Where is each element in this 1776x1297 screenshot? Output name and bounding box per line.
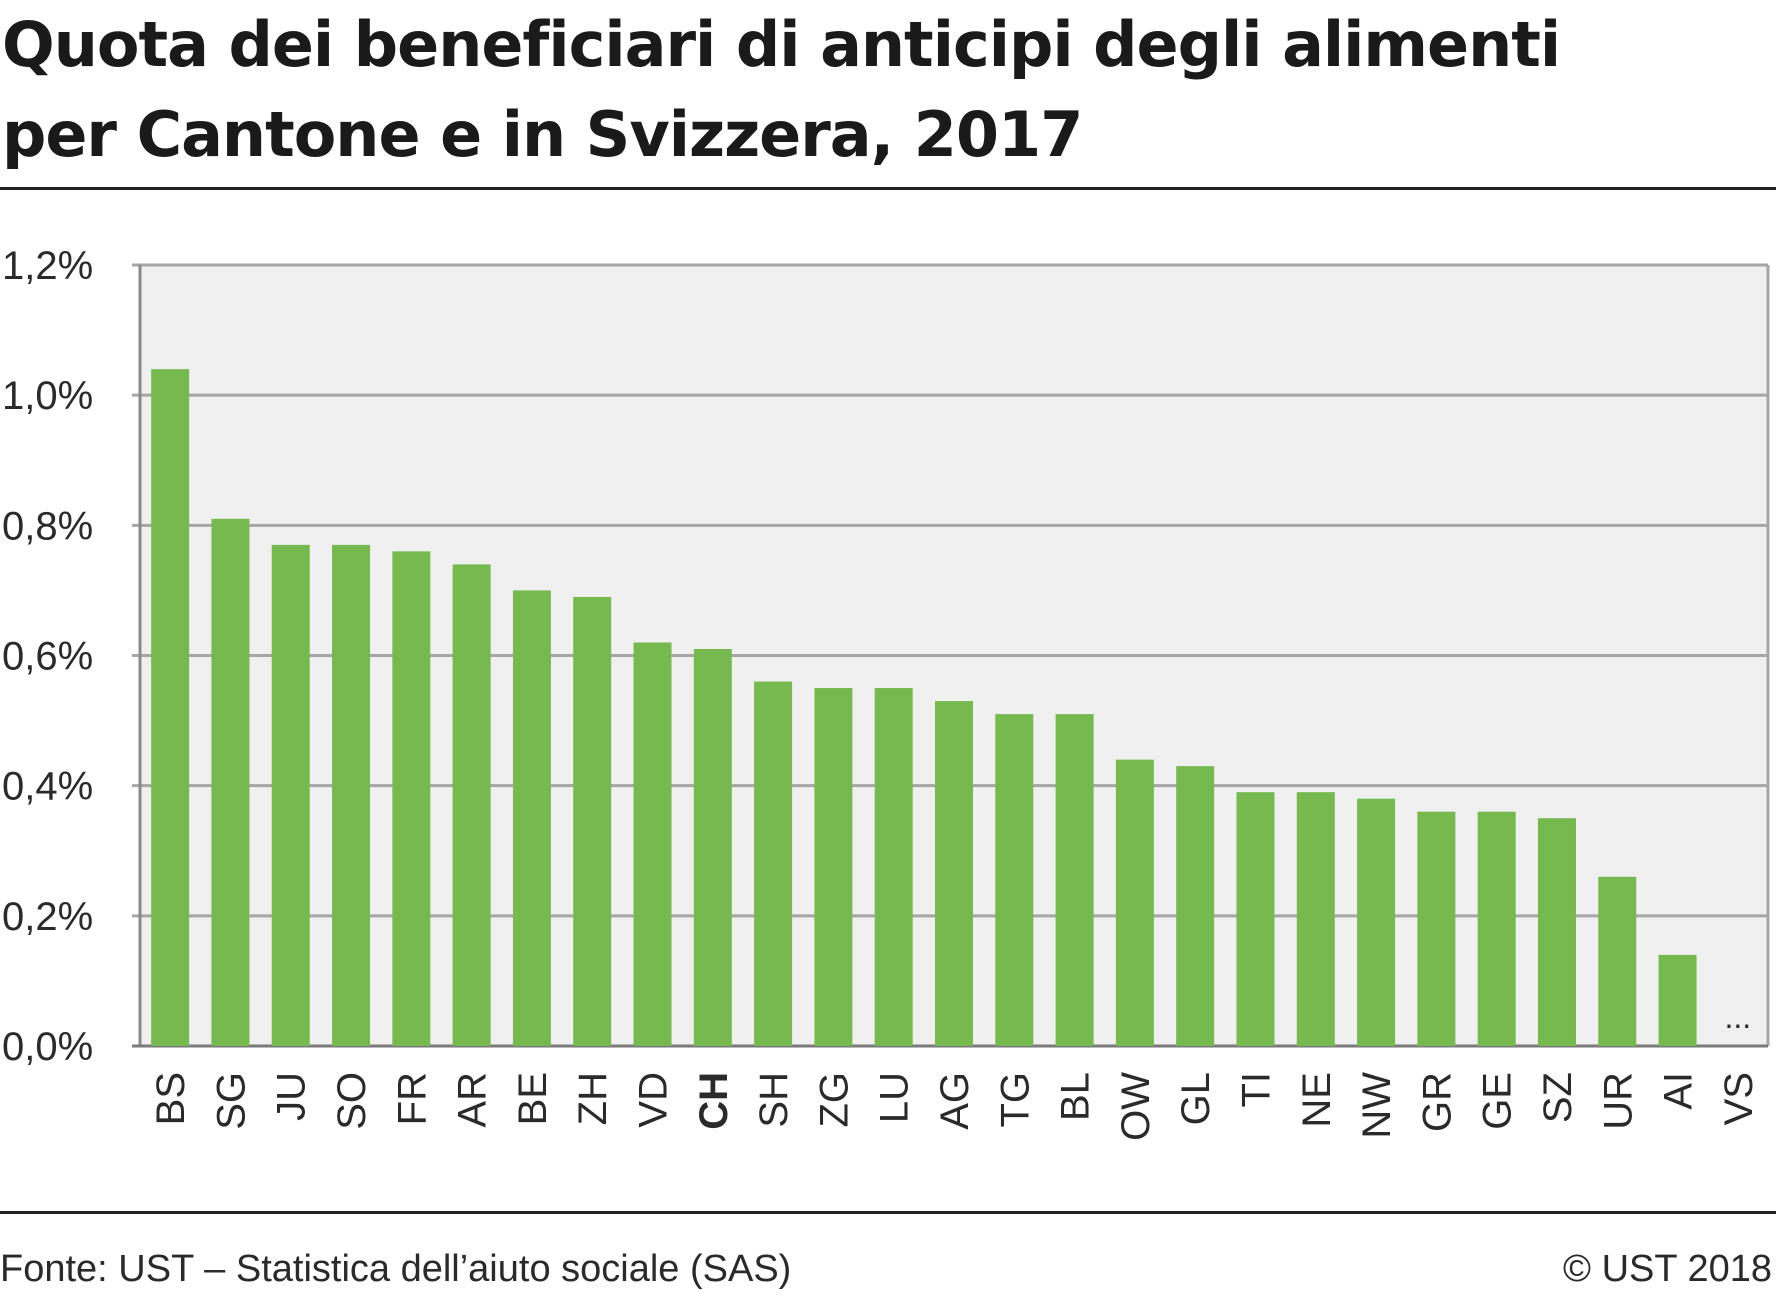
source-note: Fonte: UST – Statistica dell’aiuto socia… <box>0 1248 792 1290</box>
bar-bs <box>151 369 190 1047</box>
x-tick-label: AR <box>451 1072 495 1128</box>
bar-ag <box>935 701 973 1046</box>
x-tick-label: SH <box>752 1072 796 1128</box>
bar-vd <box>633 642 672 1046</box>
bar-ge <box>1477 811 1516 1046</box>
bar-sz <box>1537 818 1576 1046</box>
x-tick-label: LU <box>873 1072 917 1123</box>
y-tick-label: 0,4% <box>2 765 93 809</box>
bar-lu <box>874 688 913 1046</box>
y-tick-label: 1,0% <box>2 374 93 418</box>
bar-gl <box>1176 766 1215 1046</box>
x-tick-label: AG <box>933 1072 977 1130</box>
title-line-2: per Cantone e in Svizzera, 2017 <box>2 98 1083 171</box>
bar-ur <box>1598 876 1637 1046</box>
bar-zg <box>814 688 853 1046</box>
bar-fr <box>392 551 431 1046</box>
bar-ar <box>452 564 491 1046</box>
top-rule <box>0 187 1776 190</box>
x-tick-label: CH <box>692 1072 736 1130</box>
x-tick-label: SZ <box>1536 1072 1580 1123</box>
bar-ai <box>1658 954 1697 1046</box>
x-tick-label: SG <box>209 1072 253 1130</box>
y-tick-label: 0,0% <box>2 1025 93 1069</box>
x-tick-label: JU <box>270 1072 314 1121</box>
bar-ti <box>1236 792 1275 1046</box>
bar-nw <box>1357 798 1396 1046</box>
bottom-rule <box>0 1211 1776 1214</box>
bar-ne <box>1296 792 1335 1046</box>
x-tick-label: SO <box>330 1072 374 1130</box>
y-tick-label: 0,6% <box>2 635 93 679</box>
x-tick-label: BS <box>149 1072 193 1125</box>
bar-so <box>332 544 371 1046</box>
bar-bl <box>1055 714 1094 1046</box>
bar-zh <box>573 596 612 1046</box>
bar-ow <box>1115 759 1154 1046</box>
x-tick-label: TG <box>993 1072 1037 1128</box>
y-tick-label: 1,2% <box>2 244 93 288</box>
x-tick-label: GE <box>1476 1072 1520 1130</box>
x-tick-label: VS <box>1717 1072 1761 1125</box>
x-tick-label: AI <box>1657 1072 1701 1110</box>
x-tick-label: FR <box>390 1072 434 1125</box>
x-tick-label: TI <box>1234 1072 1278 1108</box>
x-tick-label: BL <box>1054 1072 1098 1121</box>
chart-title: Quota dei beneficiari di anticipi degli … <box>2 0 1702 180</box>
bar-tg <box>995 714 1034 1046</box>
bar-sg <box>211 518 250 1046</box>
title-line-1: Quota dei beneficiari di anticipi degli … <box>2 8 1561 81</box>
x-tick-label: ZG <box>812 1072 856 1128</box>
x-tick-label: GR <box>1415 1072 1459 1132</box>
x-tick-label: NW <box>1355 1072 1399 1139</box>
y-tick-label: 0,8% <box>2 504 93 548</box>
x-tick-label: NE <box>1295 1072 1339 1128</box>
bar-be <box>512 590 551 1046</box>
bar-sh <box>754 681 793 1046</box>
x-tick-label: OW <box>1114 1072 1158 1141</box>
x-tick-label: BE <box>511 1072 555 1125</box>
y-tick-label: 0,2% <box>2 895 93 939</box>
bar-gr <box>1417 811 1456 1046</box>
x-tick-label: GL <box>1174 1072 1218 1125</box>
x-tick-label: VD <box>632 1072 676 1128</box>
copyright-note: © UST 2018 <box>1563 1248 1772 1290</box>
x-tick-label: UR <box>1596 1072 1640 1130</box>
bar-ju <box>271 544 310 1046</box>
missing-value-label: ... <box>1725 999 1752 1035</box>
x-tick-label: ZH <box>571 1072 615 1125</box>
bar-ch <box>693 648 732 1046</box>
